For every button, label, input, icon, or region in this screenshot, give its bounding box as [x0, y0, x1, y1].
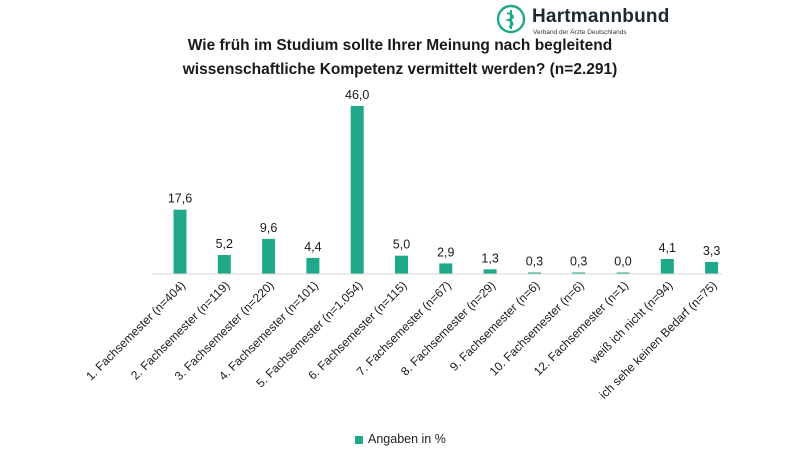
value-label-1: 17,6: [168, 192, 192, 206]
value-label-2: 5,2: [216, 237, 233, 251]
bar-chart: 17,6 5,2 9,6 4,4 46,0 5,0 2,9 1,3 0,3 0,3 0,0 4,1 3,…: [83, 88, 722, 402]
chart-title-line-1: Wie früh im Studium sollte Ihrer Meinung…: [187, 37, 613, 54]
bar-4: [306, 257, 320, 274]
value-labels-group: 17,6 5,2 9,6 4,4 46,0 5,0 2,9 1,3 0,3 0,3 0,0 4,1 3,…: [168, 88, 721, 269]
value-label-13: 3,3: [703, 244, 720, 258]
bar-8: [483, 269, 497, 274]
value-label-9: 0,3: [526, 255, 543, 269]
hartmannbund-logo: Hartmannbund Verband der Ärzte Deutschla…: [496, 4, 669, 38]
value-label-11: 0,0: [614, 255, 631, 269]
bars-group: [173, 106, 719, 274]
bar-6: [395, 255, 408, 274]
legend-label: Angaben in %: [368, 432, 446, 446]
chart-title-line-2: wissenschaftliche Kompetenz vermittelt w…: [182, 61, 618, 78]
bar-10: [572, 272, 586, 274]
bar-9: [527, 272, 541, 274]
bar-5: [350, 106, 364, 274]
category-labels-group: 1. Fachsemester (n=404)2. Fachsemester (…: [83, 278, 720, 401]
category-label-12: weiß ich nicht (n=94): [586, 278, 675, 367]
bar-1: [173, 209, 187, 274]
value-label-7: 2,9: [437, 245, 454, 259]
bar-11: [616, 272, 630, 274]
value-label-12: 4,1: [659, 241, 676, 255]
value-label-4: 4,4: [304, 240, 321, 254]
bar-12: [660, 259, 674, 274]
value-label-3: 9,6: [260, 221, 277, 235]
value-label-8: 1,3: [481, 251, 498, 265]
value-label-6: 5,0: [393, 238, 410, 252]
bar-13: [705, 261, 719, 274]
bar-3: [262, 238, 276, 274]
legend-swatch: [355, 436, 363, 444]
value-label-10: 0,3: [570, 255, 587, 269]
caduceus-icon: [496, 4, 526, 34]
logo-subtitle: Verband der Ärzte Deutschlands: [533, 29, 627, 36]
logo-name: Hartmannbund: [532, 6, 670, 27]
bar-2: [217, 255, 231, 274]
value-label-5: 46,0: [345, 88, 369, 102]
bar-7: [439, 263, 453, 274]
